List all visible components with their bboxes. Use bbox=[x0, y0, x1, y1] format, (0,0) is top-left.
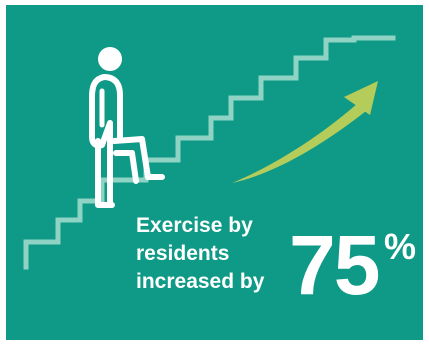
stat-unit: % bbox=[384, 226, 417, 267]
rising-arrow-icon bbox=[232, 81, 378, 183]
stairs-icon bbox=[23, 35, 396, 270]
person-climbing-icon bbox=[89, 47, 165, 208]
stat-figure: 75 % bbox=[289, 223, 416, 307]
stat-caption: Exercise by residents increased by bbox=[136, 212, 296, 296]
stat-value: 75 bbox=[289, 218, 380, 312]
caption-line-2: residents bbox=[136, 242, 230, 265]
infographic-panel: Exercise by residents increased by 75 % bbox=[6, 5, 423, 340]
caption-line-3: increased by bbox=[136, 270, 265, 293]
stairs-illustration bbox=[23, 35, 396, 270]
caption-line-1: Exercise by bbox=[136, 214, 253, 237]
